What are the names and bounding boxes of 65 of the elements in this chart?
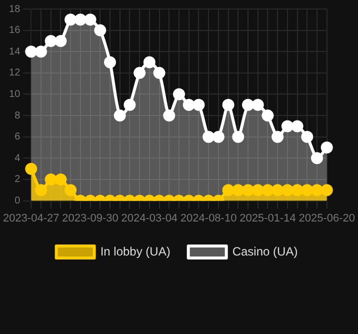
point [44,34,57,47]
point [54,173,67,186]
point [153,66,166,79]
y-tick-label: 10 [9,88,21,100]
legend-label: In lobby (UA) [100,244,170,258]
point [291,120,304,132]
y-tick-label: 0 [14,196,21,207]
point [291,184,304,196]
point [232,130,244,143]
point [281,184,294,196]
point [311,152,324,164]
point [34,184,47,196]
point [54,34,67,47]
point [252,98,264,111]
legend-label: Casino (UA) [232,244,298,258]
point [242,98,254,111]
point [163,110,176,122]
y-tick-label: 2 [14,174,21,186]
point [222,98,234,111]
point [182,98,195,111]
point [84,14,96,26]
y-tick-label: 18 [9,4,21,15]
point [192,98,205,111]
point [94,24,106,36]
point [143,56,156,68]
point [320,184,333,196]
point [301,130,314,143]
point [202,130,215,143]
point [272,130,284,143]
point [104,56,116,68]
point [64,14,77,26]
point [25,162,38,175]
point [25,46,38,58]
point [173,88,185,100]
point [320,142,333,154]
y-tick-label: 16 [9,25,21,36]
x-tick-label: 2023-09-30 [62,212,118,224]
x-tick-label: 2024-08-10 [180,212,237,224]
y-tick-label: 12 [9,68,21,79]
y-tick-label: 4 [14,152,21,164]
x-tick-label: 2023-04-27 [2,212,60,224]
x-tick-label: 2025-06-20 [298,212,356,224]
point [242,184,254,196]
y-tick-label: 8 [14,110,21,122]
point [44,173,57,186]
point [281,120,294,132]
point [301,184,314,196]
point [311,184,324,196]
point [212,130,224,143]
point [262,184,274,196]
x-tick-label: 2025-01-14 [240,212,296,224]
point [74,14,86,26]
x-tick-label: 2024-03-04 [121,212,178,224]
point [64,184,77,196]
point [34,46,47,58]
point [114,110,126,122]
point [232,184,244,196]
point [222,184,234,196]
point [134,66,146,79]
y-tick-label: 6 [14,132,21,143]
point [262,110,274,122]
point [124,98,136,111]
point [272,184,284,196]
y-tick-label: 14 [9,46,21,58]
point [252,184,264,196]
